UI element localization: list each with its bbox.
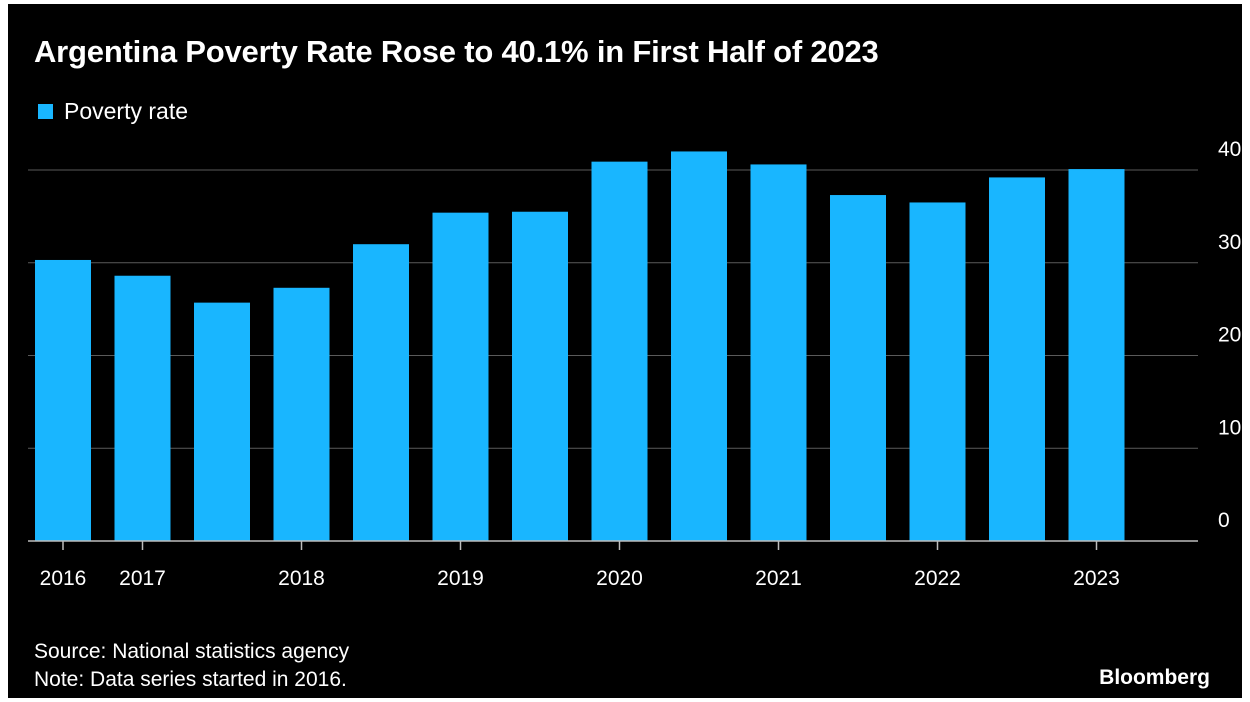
bar-1h-2018 [273, 287, 330, 541]
bar-2h-2022 [989, 177, 1045, 542]
bar-2h-2018 [353, 244, 409, 541]
bar-1h-2022 [909, 202, 966, 541]
bar-2h-2021 [830, 195, 886, 542]
x-tick-label: 2023 [1073, 567, 1120, 590]
x-tick-label: 2022 [914, 567, 961, 590]
x-tick-label: 2021 [755, 567, 802, 590]
x-axis: 2016 2017 2018 2019 2020 2021 2022 2023 [28, 540, 1198, 590]
y-tick-label: 20 [1218, 324, 1241, 347]
y-tick-label: 0 [1218, 509, 1230, 532]
x-tick-label: 2020 [596, 567, 643, 590]
x-tick-label: 2017 [119, 567, 166, 590]
x-tick-label: 2018 [278, 567, 325, 590]
bars [35, 151, 1125, 542]
bloomberg-logo: Bloomberg [1099, 666, 1210, 689]
bar-2h-2020 [671, 151, 727, 541]
bar-1h-2021 [750, 164, 807, 541]
y-axis-labels: 0 10 20 30 40% [1218, 138, 1242, 532]
y-tick-label: 30 [1218, 231, 1241, 254]
bar-1h-2017 [114, 275, 171, 541]
bar-1h-2019 [432, 212, 489, 542]
y-tick-label: 40% [1218, 138, 1242, 161]
chart-title: Argentina Poverty Rate Rose to 40.1% in … [34, 34, 879, 69]
bar-2h-2019 [512, 211, 568, 542]
legend: Poverty rate [38, 98, 188, 125]
bar-chart: 2016 2017 2018 2019 2020 2021 2022 2023 0 10 20 30… [28, 138, 1242, 590]
bar-2h-2016 [35, 259, 91, 541]
data-note: Note: Data series started in 2016. [34, 668, 347, 691]
bar-2h-2017 [194, 302, 250, 541]
y-tick-label: 10 [1218, 416, 1241, 439]
x-tick-label: 2016 [40, 567, 87, 590]
bar-1h-2020 [591, 161, 648, 541]
legend-swatch [38, 104, 53, 119]
bar-1h-2023 [1068, 169, 1125, 541]
x-tick-label: 2019 [437, 567, 484, 590]
source-note: Source: National statistics agency [34, 640, 350, 663]
chart-frame: Argentina Poverty Rate Rose to 40.1% in … [8, 4, 1242, 698]
legend-label: Poverty rate [64, 98, 188, 124]
